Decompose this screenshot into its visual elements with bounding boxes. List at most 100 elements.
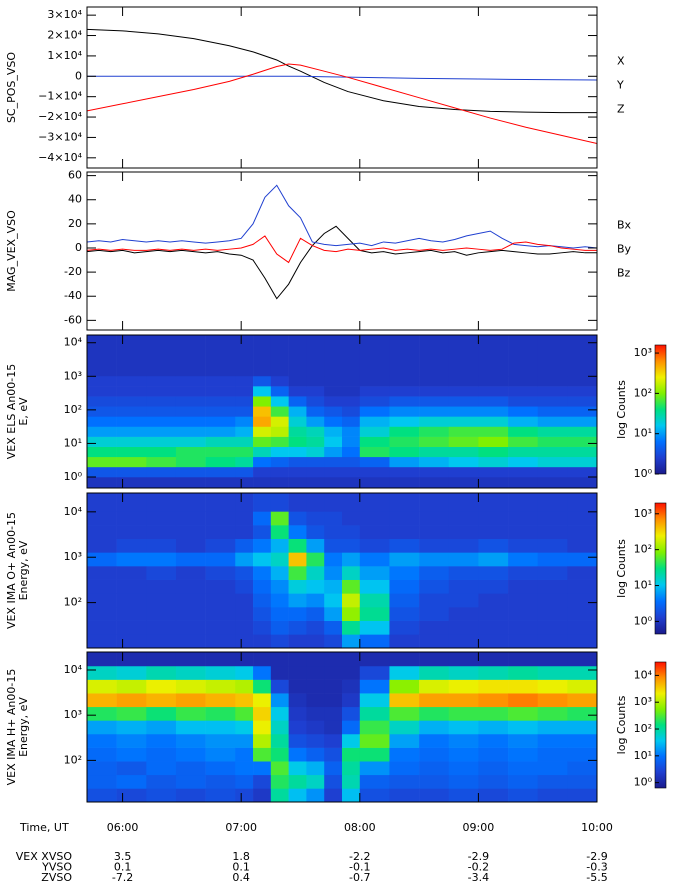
heatmap-cell [324,788,343,802]
ephemeris-value: -0.3 [586,861,607,874]
y-tick-label: 10⁴ [64,505,83,518]
heatmap-cell [235,538,254,553]
heatmap-cell [359,446,390,458]
heatmap-cell [205,436,236,447]
heatmap-cell [359,416,390,427]
heatmap-cell [205,426,236,437]
series-line [87,225,597,300]
heatmap-cell [389,552,420,567]
heatmap-cell [306,774,325,789]
heatmap-cell [146,593,177,608]
heatmap-cell [205,733,236,748]
heatmap-cell [537,416,568,427]
heatmap-cell [253,720,272,735]
heatmap-cell [253,538,272,553]
heatmap-cell [359,386,390,397]
y-axis-label: Energy, eV [17,697,30,757]
plot-area [87,184,597,300]
y-tick-label: −1×10⁴ [38,90,82,103]
y-tick-label: -40 [64,289,82,302]
heatmap-cell [342,552,361,567]
heatmap-cell [537,593,568,608]
heatmap-cell [324,693,343,708]
heatmap-cell [508,634,538,648]
heatmap-cell [342,375,361,387]
heatmap-cell [567,788,597,802]
y-axis-label: SC_POS_VSO [5,52,18,123]
y-axis-label: VEX IMA H+ An00-15 [5,669,18,786]
heatmap-cell [270,774,289,789]
heatmap-cell [116,335,147,377]
heatmap-cell [175,607,206,621]
heatmap-cell [175,335,206,377]
heatmap-cell [567,406,597,417]
heatmap-cell [270,620,289,635]
y-tick-label: 10³ [64,708,82,721]
heatmap-cell [567,706,597,721]
heatmap-cell [87,679,117,694]
heatmap-cell [478,416,509,427]
heatmap-cell [448,733,479,748]
heatmap-cell [87,538,117,553]
heatmap-cell [359,375,390,387]
heatmap-cell [175,436,206,447]
heatmap-cell [419,511,450,526]
y-tick-label: 10² [64,596,82,609]
heatmap-cell [175,446,206,458]
heatmap-cell [288,386,307,397]
heatmap-cell [87,593,117,608]
heatmap-cell [146,493,177,512]
heatmap-cell [537,386,568,397]
heatmap-cell [175,525,206,539]
heatmap-cell [389,579,420,594]
heatmap-cell [175,493,206,512]
heatmap-cell [306,396,325,407]
heatmap-cell [537,566,568,580]
heatmap-cell [288,693,307,708]
heatmap-cell [253,406,272,417]
heatmap-cell [288,706,307,721]
heatmap-cell [270,436,289,447]
y-tick-label: 10⁴ [64,663,83,676]
heatmap-cell [146,579,177,594]
heatmap-cell [306,747,325,762]
heatmap-cell [87,620,117,635]
heatmap-cell [567,466,597,478]
heatmap-cell [270,679,289,694]
heatmap-cell [288,634,307,648]
heatmap-cell [389,335,420,377]
heatmap-cell [306,788,325,802]
heatmap-cell [324,386,343,397]
heatmap-cell [175,456,206,468]
heatmap-cell [116,386,147,397]
colorbar-tick-label: 10² [634,386,652,399]
heatmap-cell [205,665,236,680]
heatmap-cell [478,706,509,721]
heatmap-cell [567,416,597,427]
heatmap-cell [389,733,420,748]
ephemeris-value: -3.4 [468,871,489,884]
heatmap-cell [567,375,597,387]
heatmap-cell [324,634,343,648]
heatmap-cell [448,747,479,762]
heatmap-cell [205,593,236,608]
heatmap-cell [537,693,568,708]
y-tick-label: 2×10⁴ [47,29,82,42]
heatmap-cell [270,607,289,621]
heatmap-cell [288,446,307,458]
heatmap-cell [324,679,343,694]
heatmap-cell [146,538,177,553]
heatmap-cell [478,607,509,621]
heatmap-cell [205,466,236,478]
heatmap-cell [306,693,325,708]
heatmap-cell [235,620,254,635]
heatmap-cell [270,375,289,387]
heatmap-cell [419,493,450,512]
heatmap-cell [324,538,343,553]
heatmap-cell [288,566,307,580]
heatmap-cell [270,538,289,553]
heatmap-cell [324,375,343,387]
heatmap-cell [288,436,307,447]
heatmap-cell [389,747,420,762]
heatmap-cell [537,466,568,478]
